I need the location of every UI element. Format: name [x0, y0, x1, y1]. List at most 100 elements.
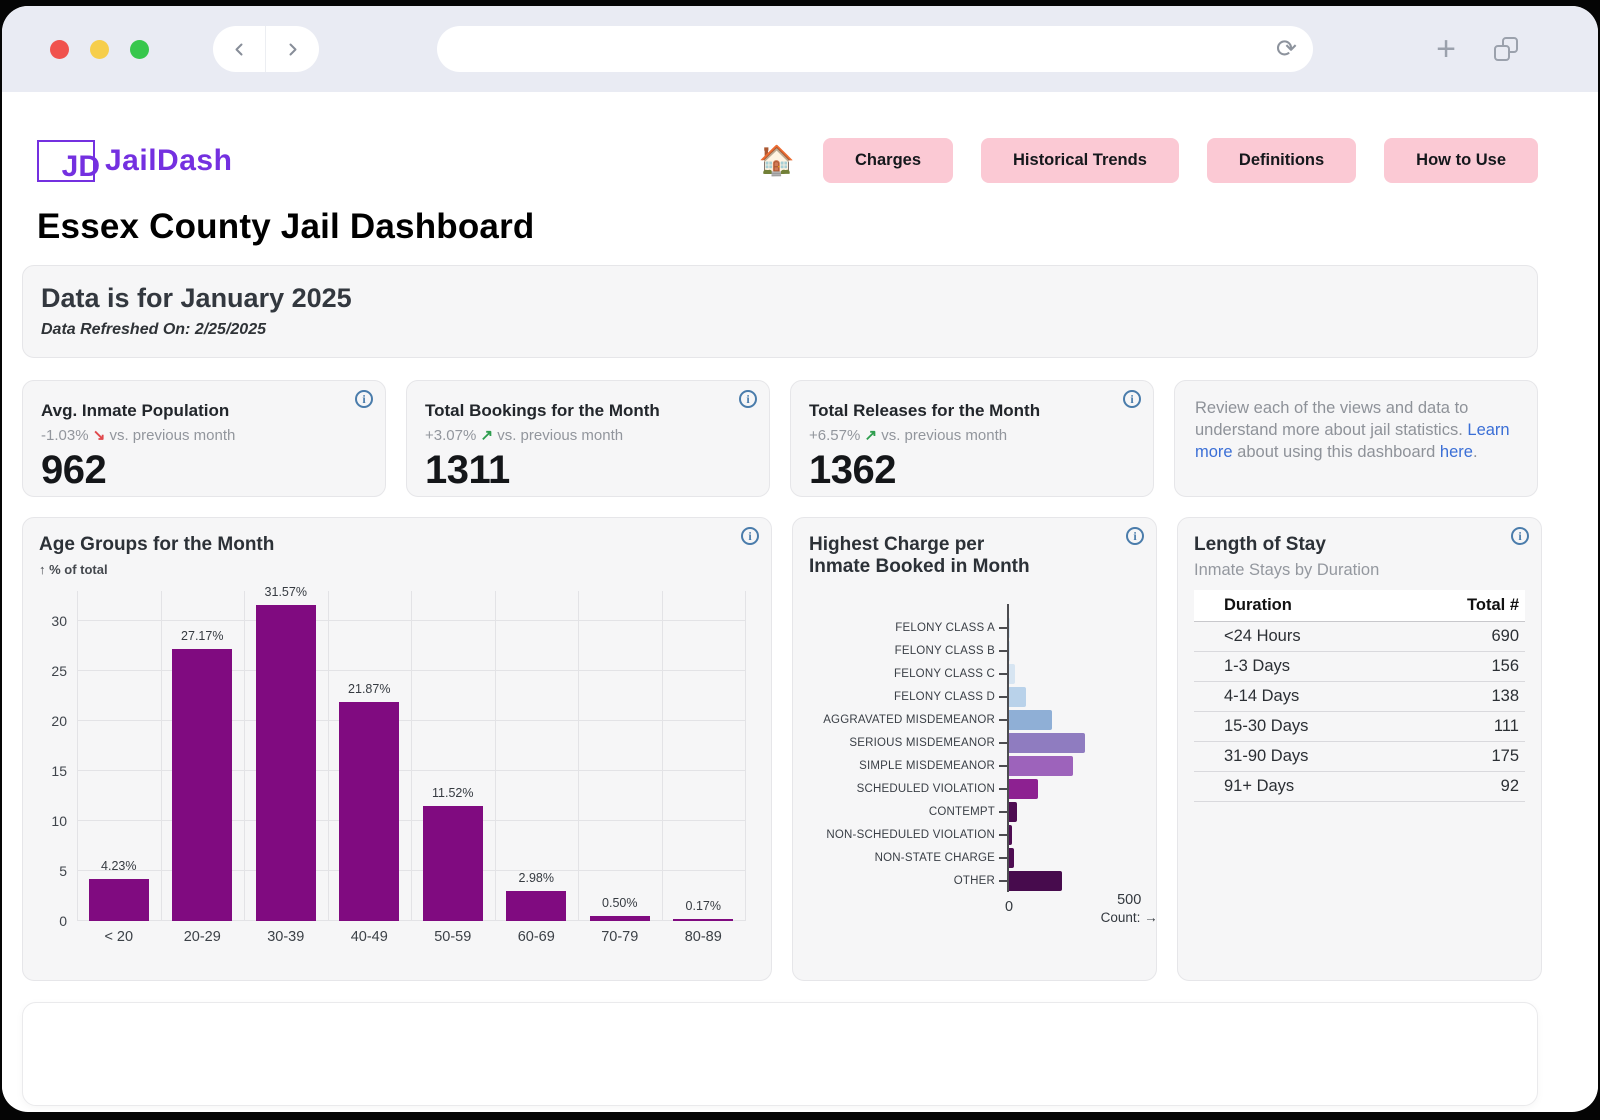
info-icon[interactable]: i — [1511, 527, 1529, 545]
dashboard-page: JD JailDash 🏠 Charges Historical Trends … — [2, 92, 1598, 1106]
nav-button-historical-trends[interactable]: Historical Trends — [981, 138, 1179, 183]
charge-bar-area — [1007, 616, 1140, 639]
new-tab-button[interactable]: + — [1436, 30, 1456, 68]
age-bar[interactable] — [255, 605, 316, 921]
charge-chart-x-axis: 0 500 Count: → — [1005, 892, 1158, 944]
chrome-right-controls: + — [1436, 32, 1518, 66]
minimize-button[interactable] — [90, 39, 109, 59]
category-tick-mark — [999, 787, 1007, 790]
gridline-vertical — [160, 591, 162, 921]
charge-bar[interactable] — [1009, 847, 1014, 868]
kpi-delta: +6.57% ↗ vs. previous month — [809, 426, 1135, 444]
info-icon[interactable]: i — [739, 390, 757, 408]
age-bar-column: 27.17% — [161, 591, 245, 921]
info-icon[interactable]: i — [1126, 527, 1144, 545]
kpi-delta-note: vs. previous month — [881, 427, 1008, 444]
logo-text: JailDash — [105, 143, 233, 177]
help-text: about using this dashboard — [1232, 442, 1440, 461]
dashboard-help-card: Review each of the views and data to und… — [1174, 380, 1538, 497]
y-tick-label: 25 — [51, 663, 67, 679]
charge-bar[interactable] — [1009, 663, 1015, 684]
charge-category-label: FELONY CLASS C — [893, 667, 995, 680]
charge-category-label: CONTEMPT — [928, 805, 995, 818]
charge-bar[interactable] — [1009, 778, 1038, 799]
charge-bar[interactable] — [1009, 801, 1017, 822]
forward-button[interactable] — [266, 26, 319, 72]
kpi-delta-note: vs. previous month — [497, 427, 624, 444]
age-bar[interactable] — [339, 702, 400, 921]
age-bar-column: 0.50% — [578, 591, 662, 921]
tab-overview-icon[interactable] — [1494, 37, 1518, 61]
stay-table-row: <24 Hours 690 — [1194, 621, 1525, 652]
age-bar-value-label: 4.23% — [101, 858, 137, 873]
main-nav: 🏠 Charges Historical Trends Definitions … — [759, 138, 1538, 183]
charge-bar-area — [1007, 731, 1140, 754]
data-period-title: Data is for January 2025 — [41, 283, 352, 313]
browser-chrome: ⟳ + — [2, 6, 1598, 92]
charge-category-label: FELONY CLASS B — [894, 644, 995, 657]
y-tick-label: 15 — [51, 763, 67, 779]
age-bar[interactable] — [88, 878, 149, 921]
traffic-lights — [50, 39, 149, 59]
data-period-banner: Data is for January 2025 Data Refreshed … — [22, 265, 1538, 358]
help-text: . — [1472, 442, 1478, 461]
age-bar-value-label: 11.52% — [432, 785, 474, 800]
nav-button-how-to-use[interactable]: How to Use — [1384, 138, 1538, 183]
charge-bar[interactable] — [1009, 824, 1012, 845]
charge-bar[interactable] — [1009, 686, 1026, 707]
charge-x-tick-500: 500 Count: → — [1101, 892, 1158, 925]
gridline-vertical — [578, 591, 579, 921]
kpi-delta: -1.03% ↘ vs. previous month — [41, 426, 367, 444]
kpi-row: i Avg. Inmate Population -1.03% ↘ vs. pr… — [22, 380, 1538, 497]
browser-nav-pill — [213, 26, 319, 72]
maximize-button[interactable] — [130, 39, 149, 59]
gridline-vertical — [77, 591, 78, 921]
close-button[interactable] — [50, 39, 69, 59]
age-bar[interactable] — [422, 805, 483, 921]
charge-bar[interactable] — [1009, 732, 1085, 753]
charge-category-label: NON-STATE CHARGE — [874, 851, 995, 864]
reload-icon[interactable]: ⟳ — [1276, 34, 1297, 63]
category-tick-mark — [999, 833, 1007, 836]
age-bar[interactable] — [589, 916, 650, 921]
info-icon[interactable]: i — [741, 527, 759, 545]
here-link[interactable]: here — [1439, 442, 1473, 461]
kpi-delta-note: vs. previous month — [109, 427, 236, 444]
charge-row: FELONY CLASS A — [809, 616, 1140, 639]
charge-bar[interactable] — [1009, 755, 1073, 776]
stay-subtitle: Inmate Stays by Duration — [1194, 561, 1380, 579]
stay-table-header-row: Duration Total # — [1194, 590, 1525, 622]
charge-bar-area — [1007, 800, 1140, 823]
stay-table-row: 15-30 Days 111 — [1194, 711, 1525, 742]
learn-more-link[interactable]: Learn more — [1195, 420, 1510, 461]
kpi-value: 962 — [41, 448, 107, 492]
stay-table: Duration Total # <24 Hours 690 1-3 Days 156… — [1194, 590, 1525, 802]
charge-chart-rows: FELONY CLASS A FELONY CLASS B FELONY CLASS… — [809, 604, 1140, 892]
charge-row: NON-STATE CHARGE — [809, 846, 1140, 869]
back-button[interactable] — [213, 26, 266, 72]
age-bar[interactable] — [673, 919, 734, 921]
jaildash-logo[interactable]: JD JailDash — [37, 139, 233, 183]
charge-bar[interactable] — [1009, 640, 1010, 661]
charge-category-label: AGGRAVATED MISDEMEANOR — [823, 713, 995, 726]
gridline-vertical — [494, 591, 496, 921]
nav-button-charges[interactable]: Charges — [822, 138, 954, 183]
charge-bar[interactable] — [1009, 870, 1062, 891]
charge-row: SERIOUS MISDEMEANOR — [809, 731, 1140, 754]
charge-axis-spacer — [809, 604, 1140, 616]
age-bar[interactable] — [506, 891, 567, 921]
nav-button-definitions[interactable]: Definitions — [1206, 138, 1357, 183]
home-icon[interactable]: 🏠 — [758, 144, 795, 177]
stay-total-cell: 92 — [1418, 771, 1525, 802]
charge-bar-area — [1007, 708, 1140, 731]
info-icon[interactable]: i — [1123, 390, 1141, 408]
age-bar[interactable] — [172, 649, 233, 921]
chevron-right-icon — [289, 43, 297, 55]
info-icon[interactable]: i — [355, 390, 373, 408]
url-bar[interactable]: ⟳ — [437, 26, 1313, 72]
category-tick-mark — [999, 695, 1007, 698]
age-bar-value-label: 0.50% — [602, 896, 638, 910]
stay-total-cell: 690 — [1418, 621, 1525, 652]
age-chart-x-axis: < 20 20-29 30-39 40-49 50-59 60-69 70-79 80-89 — [77, 929, 745, 945]
charge-bar[interactable] — [1009, 709, 1053, 730]
